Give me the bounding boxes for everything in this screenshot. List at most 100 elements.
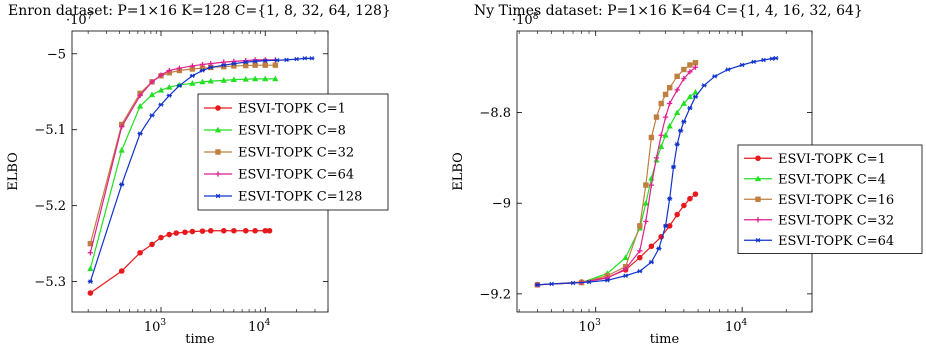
data-point bbox=[87, 279, 93, 284]
data-point bbox=[666, 84, 673, 91]
data-point bbox=[207, 227, 214, 234]
data-point bbox=[751, 59, 757, 65]
data-point bbox=[622, 254, 629, 260]
data-point bbox=[712, 74, 718, 79]
data-point bbox=[137, 131, 143, 136]
data-point bbox=[658, 132, 664, 138]
data-point bbox=[189, 228, 196, 235]
data-point bbox=[230, 76, 237, 82]
data-point bbox=[262, 75, 269, 82]
y-tick-label: −5.1 bbox=[34, 123, 66, 138]
series-1 bbox=[534, 191, 699, 288]
data-point bbox=[570, 280, 576, 286]
x-axis-label: time bbox=[650, 332, 680, 346]
legend-item: ESVI-TOPK C=8 bbox=[204, 124, 346, 139]
legend-label: ESVI-TOPK C=32 bbox=[778, 213, 894, 228]
series-line bbox=[537, 66, 696, 286]
data-point bbox=[173, 230, 180, 236]
data-point bbox=[158, 72, 164, 78]
data-point bbox=[648, 243, 655, 250]
data-point bbox=[136, 102, 144, 109]
data-point bbox=[692, 94, 699, 99]
series-1 bbox=[87, 227, 273, 296]
data-point bbox=[215, 171, 221, 177]
y-tick-label: −5.2 bbox=[34, 199, 66, 214]
data-point bbox=[648, 182, 654, 188]
legend-item: ESVI-TOPK C=1 bbox=[744, 152, 886, 167]
data-point bbox=[189, 73, 195, 79]
data-point bbox=[199, 61, 206, 68]
data-point bbox=[208, 65, 214, 70]
data-point bbox=[199, 78, 206, 85]
data-point bbox=[636, 254, 643, 261]
series-4 bbox=[534, 64, 699, 288]
legend-label: ESVI-TOPK C=1 bbox=[238, 102, 346, 117]
data-point bbox=[687, 195, 693, 202]
data-point bbox=[755, 196, 761, 202]
data-point bbox=[692, 88, 699, 95]
legend-item: ESVI-TOPK C=4 bbox=[744, 172, 886, 187]
y-multiplier: ·107 bbox=[66, 12, 93, 28]
y-multiplier: ·108 bbox=[512, 12, 539, 28]
series-line bbox=[89, 78, 276, 269]
data-point bbox=[274, 58, 280, 63]
y-tick-label: −5 bbox=[47, 47, 66, 62]
legend-label: ESVI-TOPK C=4 bbox=[778, 172, 886, 187]
data-point bbox=[687, 105, 693, 111]
data-point bbox=[662, 91, 669, 98]
data-point bbox=[666, 122, 673, 129]
data-point bbox=[272, 75, 279, 82]
data-point bbox=[662, 114, 669, 120]
data-point bbox=[648, 259, 654, 265]
data-point bbox=[637, 248, 643, 254]
data-point bbox=[243, 62, 249, 69]
data-point bbox=[199, 68, 206, 73]
x-tick-label: 103 bbox=[579, 318, 602, 335]
data-point bbox=[725, 67, 731, 72]
data-point bbox=[221, 59, 227, 65]
data-point bbox=[262, 58, 268, 63]
data-point bbox=[149, 113, 155, 118]
data-point bbox=[220, 227, 227, 234]
legend-label: ESVI-TOPK C=1 bbox=[778, 152, 886, 167]
legend: ESVI-TOPK C=1 ESVI-TOPK C=4 ESVI-TOPK C=16… bbox=[737, 144, 923, 254]
data-point bbox=[252, 59, 258, 64]
data-point bbox=[674, 87, 680, 93]
data-point bbox=[87, 250, 93, 256]
data-point bbox=[681, 202, 687, 209]
legend-label: ESVI-TOPK C=64 bbox=[238, 168, 354, 183]
data-point bbox=[658, 143, 665, 149]
data-point bbox=[182, 229, 188, 236]
data-point bbox=[158, 234, 164, 241]
data-point bbox=[231, 227, 237, 234]
data-point bbox=[755, 238, 761, 243]
x-tick-label: 103 bbox=[144, 318, 167, 335]
data-point bbox=[309, 56, 315, 61]
data-point bbox=[549, 281, 555, 287]
data-point bbox=[692, 191, 699, 197]
series-line bbox=[537, 91, 696, 286]
legend-item: ESVI-TOPK C=16 bbox=[744, 193, 894, 208]
series-line bbox=[90, 230, 270, 294]
legend-item: ESVI-TOPK C=32 bbox=[204, 146, 354, 161]
legend-item: ESVI-TOPK C=1 bbox=[204, 102, 346, 117]
series-2 bbox=[534, 88, 699, 288]
data-point bbox=[199, 228, 206, 234]
data-point bbox=[656, 246, 662, 251]
data-point bbox=[294, 56, 300, 62]
data-point bbox=[166, 231, 173, 238]
data-point bbox=[687, 69, 693, 75]
data-point bbox=[681, 66, 687, 73]
data-point bbox=[681, 75, 687, 82]
data-point bbox=[87, 265, 94, 272]
legend-item: ESVI-TOPK C=64 bbox=[204, 168, 354, 183]
nytimes-chart: Ny Times dataset: P=1×16 K=64 C={1, 4, 1… bbox=[451, 3, 923, 346]
data-point bbox=[667, 196, 673, 201]
data-point bbox=[701, 83, 707, 88]
series-5 bbox=[87, 56, 315, 284]
y-axis-label: ELBO bbox=[6, 152, 21, 191]
x-tick-label: 104 bbox=[248, 318, 271, 335]
x-axis-label: time bbox=[185, 332, 215, 346]
data-point bbox=[643, 182, 649, 188]
